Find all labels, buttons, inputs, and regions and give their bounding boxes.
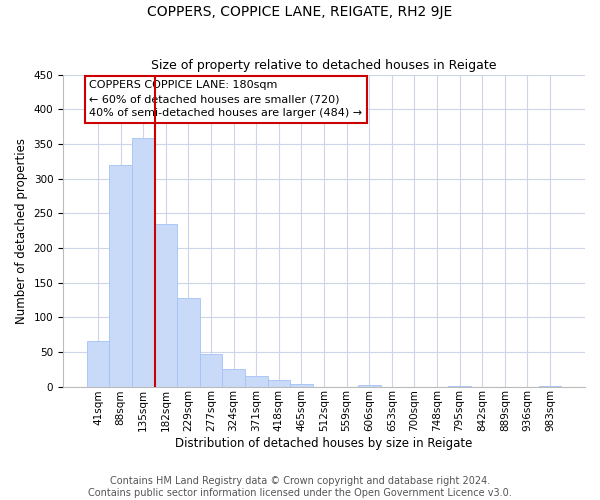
- Bar: [245, 376, 268, 386]
- Text: Contains HM Land Registry data © Crown copyright and database right 2024.
Contai: Contains HM Land Registry data © Crown c…: [88, 476, 512, 498]
- Bar: [155, 224, 177, 386]
- Bar: [200, 354, 223, 386]
- Title: Size of property relative to detached houses in Reigate: Size of property relative to detached ho…: [151, 59, 497, 72]
- Bar: [223, 369, 245, 386]
- Bar: [87, 342, 109, 386]
- Y-axis label: Number of detached properties: Number of detached properties: [15, 138, 28, 324]
- Text: COPPERS COPPICE LANE: 180sqm
← 60% of detached houses are smaller (720)
40% of s: COPPERS COPPICE LANE: 180sqm ← 60% of de…: [89, 80, 362, 118]
- X-axis label: Distribution of detached houses by size in Reigate: Distribution of detached houses by size …: [175, 437, 473, 450]
- Text: COPPERS, COPPICE LANE, REIGATE, RH2 9JE: COPPERS, COPPICE LANE, REIGATE, RH2 9JE: [148, 5, 452, 19]
- Bar: [358, 385, 380, 386]
- Bar: [290, 384, 313, 386]
- Bar: [177, 298, 200, 386]
- Bar: [109, 164, 132, 386]
- Bar: [132, 138, 155, 386]
- Bar: [268, 380, 290, 386]
